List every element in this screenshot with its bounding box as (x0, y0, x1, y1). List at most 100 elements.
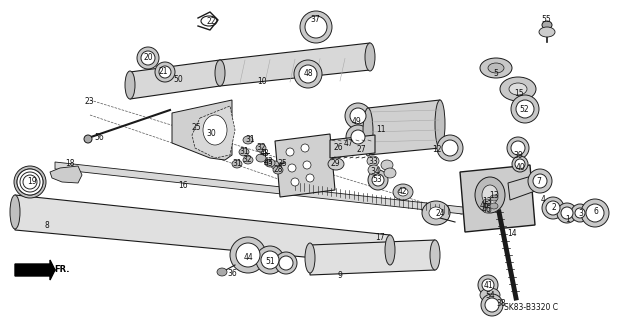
Text: 43: 43 (260, 149, 270, 158)
Polygon shape (368, 100, 440, 155)
Ellipse shape (303, 161, 311, 169)
Ellipse shape (288, 164, 296, 172)
Text: 36: 36 (227, 269, 237, 278)
Text: 44: 44 (243, 254, 253, 263)
Ellipse shape (256, 154, 266, 162)
Circle shape (299, 65, 317, 83)
Circle shape (279, 256, 293, 270)
Ellipse shape (243, 136, 253, 144)
Ellipse shape (490, 195, 498, 201)
Text: 26: 26 (333, 144, 343, 152)
Text: 32: 32 (256, 144, 266, 152)
Text: 27: 27 (356, 145, 366, 154)
Circle shape (511, 95, 539, 123)
Polygon shape (275, 134, 335, 197)
Text: 23: 23 (84, 98, 94, 107)
Text: 32: 32 (242, 155, 252, 165)
Ellipse shape (291, 178, 299, 186)
Polygon shape (460, 165, 535, 232)
Text: 45: 45 (264, 159, 274, 167)
Text: 24: 24 (435, 209, 445, 218)
Polygon shape (310, 240, 435, 275)
Circle shape (236, 243, 260, 267)
Text: 21: 21 (158, 68, 168, 77)
Text: 41: 41 (483, 280, 493, 290)
Circle shape (581, 199, 609, 227)
Text: 29: 29 (330, 160, 340, 168)
Ellipse shape (483, 207, 491, 213)
Circle shape (351, 130, 365, 144)
Circle shape (350, 108, 366, 124)
Circle shape (511, 141, 525, 155)
Circle shape (372, 174, 384, 186)
Polygon shape (330, 135, 375, 158)
Text: 56: 56 (94, 133, 104, 143)
Ellipse shape (363, 108, 373, 156)
Circle shape (515, 159, 525, 169)
Ellipse shape (398, 188, 408, 196)
Ellipse shape (500, 77, 536, 101)
Text: 1: 1 (566, 214, 570, 224)
Text: 17: 17 (375, 233, 385, 241)
Text: 4: 4 (541, 196, 545, 204)
Ellipse shape (483, 199, 491, 205)
Ellipse shape (385, 235, 395, 265)
Ellipse shape (271, 161, 279, 169)
Text: 47: 47 (344, 139, 354, 149)
Text: 16: 16 (178, 181, 188, 189)
Ellipse shape (232, 160, 242, 168)
Ellipse shape (365, 43, 375, 71)
Circle shape (141, 51, 155, 65)
Ellipse shape (84, 135, 92, 143)
Text: 2: 2 (552, 204, 556, 212)
Text: 53: 53 (372, 175, 382, 184)
Ellipse shape (239, 148, 249, 156)
Circle shape (528, 169, 552, 193)
Text: 13: 13 (489, 191, 499, 201)
Ellipse shape (306, 174, 314, 182)
Ellipse shape (482, 185, 498, 205)
Ellipse shape (368, 165, 380, 175)
Text: 7: 7 (536, 176, 541, 186)
Text: 30: 30 (206, 130, 216, 138)
Ellipse shape (490, 203, 498, 209)
Text: 55: 55 (541, 16, 551, 25)
Circle shape (137, 47, 159, 69)
Ellipse shape (215, 60, 225, 86)
Ellipse shape (301, 144, 309, 152)
Circle shape (345, 103, 371, 129)
Circle shape (20, 172, 40, 192)
Ellipse shape (217, 268, 227, 276)
Circle shape (20, 172, 40, 192)
Circle shape (261, 251, 279, 269)
Text: 25: 25 (191, 122, 201, 131)
Text: 46: 46 (482, 205, 492, 214)
Ellipse shape (203, 115, 227, 145)
Text: 15: 15 (514, 90, 524, 99)
Text: 43: 43 (263, 158, 273, 167)
Polygon shape (220, 43, 370, 86)
Circle shape (155, 62, 175, 82)
Text: 3: 3 (579, 209, 584, 218)
Ellipse shape (265, 159, 275, 167)
Polygon shape (172, 100, 232, 160)
Ellipse shape (539, 27, 555, 37)
Text: 39: 39 (513, 151, 523, 160)
Text: SK83-B3320 C: SK83-B3320 C (504, 303, 558, 313)
Text: 35: 35 (277, 159, 287, 167)
Ellipse shape (10, 195, 20, 229)
Circle shape (516, 100, 534, 118)
Text: 50: 50 (173, 75, 183, 84)
Circle shape (507, 137, 529, 159)
Circle shape (478, 275, 498, 295)
Text: 18: 18 (65, 159, 75, 167)
Ellipse shape (429, 207, 443, 219)
Circle shape (305, 16, 327, 38)
Ellipse shape (256, 144, 266, 152)
Ellipse shape (273, 166, 283, 174)
Polygon shape (508, 175, 538, 200)
Polygon shape (55, 162, 490, 217)
Text: 31: 31 (239, 147, 249, 157)
Ellipse shape (328, 158, 344, 170)
Text: 52: 52 (519, 105, 529, 114)
